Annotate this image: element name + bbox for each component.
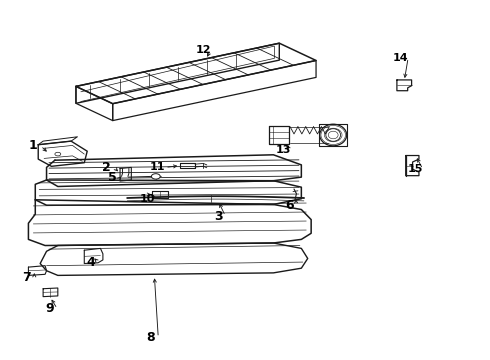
Text: 5: 5 <box>108 171 117 184</box>
Text: 14: 14 <box>393 53 409 63</box>
Text: 7: 7 <box>23 271 31 284</box>
Text: 4: 4 <box>86 256 95 269</box>
Text: 9: 9 <box>46 302 54 315</box>
Text: 8: 8 <box>147 331 155 344</box>
Ellipse shape <box>151 174 160 179</box>
Text: 6: 6 <box>285 199 294 212</box>
Text: 13: 13 <box>275 145 291 156</box>
Text: 11: 11 <box>150 162 166 172</box>
Text: 10: 10 <box>139 194 155 204</box>
Text: 12: 12 <box>196 45 211 55</box>
Text: 2: 2 <box>102 161 111 174</box>
Text: 15: 15 <box>408 164 423 174</box>
Text: 1: 1 <box>29 139 38 152</box>
Text: 3: 3 <box>214 210 222 222</box>
